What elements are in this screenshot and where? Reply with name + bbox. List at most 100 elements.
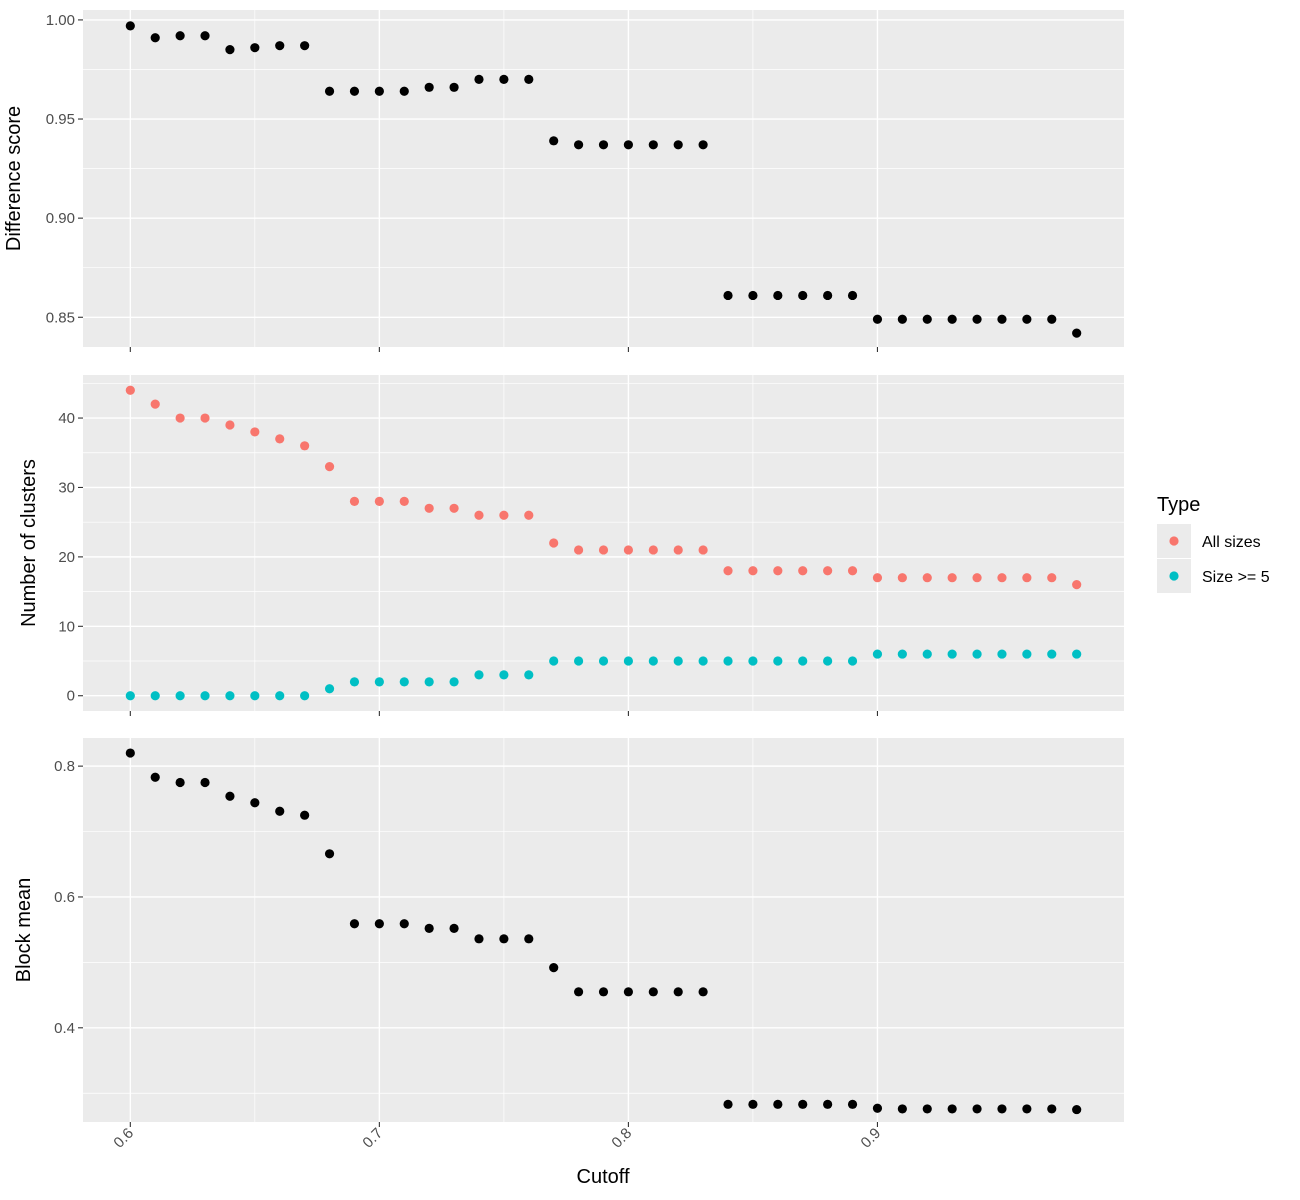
data-point xyxy=(424,677,434,687)
y-tick-label: 0.95 xyxy=(46,111,75,128)
data-point xyxy=(773,290,783,301)
data-point xyxy=(1047,573,1057,583)
data-point xyxy=(549,963,559,973)
legend-dot-all-sizes xyxy=(1169,536,1179,546)
data-point xyxy=(374,496,384,506)
data-point xyxy=(424,503,434,513)
data-point xyxy=(823,566,833,576)
data-point xyxy=(972,573,982,583)
legend-entry-all-sizes: All sizes xyxy=(1157,524,1261,558)
data-point xyxy=(947,314,957,324)
data-point xyxy=(125,691,135,701)
data-point xyxy=(449,923,459,933)
data-point xyxy=(1022,649,1032,659)
x-tick-label: 0.6 xyxy=(110,1125,137,1152)
data-point xyxy=(499,670,509,680)
data-point xyxy=(150,772,160,782)
data-point xyxy=(997,314,1007,324)
series-all-sizes xyxy=(125,385,1082,590)
series-size-5 xyxy=(125,649,1082,701)
data-point xyxy=(573,987,584,997)
data-point xyxy=(499,74,509,84)
data-point xyxy=(1072,328,1082,338)
data-point xyxy=(823,1099,833,1109)
data-point xyxy=(399,86,409,96)
panel-background xyxy=(83,738,1124,1122)
data-point xyxy=(723,656,733,666)
data-point xyxy=(449,82,459,92)
data-point xyxy=(524,934,534,944)
data-point xyxy=(748,290,758,301)
x-tick-label: 0.8 xyxy=(608,1125,635,1152)
data-point xyxy=(549,538,559,548)
data-point xyxy=(798,656,808,666)
panel-number-of-clusters: 0 10 20 30 40 Number of clusters xyxy=(18,375,1124,716)
data-point xyxy=(648,987,658,997)
data-point xyxy=(275,41,285,51)
data-point xyxy=(872,314,883,324)
data-point xyxy=(449,503,459,513)
data-point xyxy=(449,677,459,687)
data-point xyxy=(125,21,135,31)
y-tick-label: 30 xyxy=(58,479,75,496)
data-point xyxy=(200,31,210,41)
data-point xyxy=(698,987,708,997)
data-point xyxy=(250,691,260,701)
data-point xyxy=(773,566,783,576)
data-point xyxy=(823,290,833,301)
data-point xyxy=(399,496,409,506)
data-point xyxy=(1072,649,1082,659)
data-point xyxy=(499,934,509,944)
legend-label-size-5: Size >= 5 xyxy=(1202,569,1270,586)
data-point xyxy=(300,41,310,51)
data-point xyxy=(374,86,384,96)
data-point xyxy=(997,573,1007,583)
data-point xyxy=(474,510,484,520)
data-point xyxy=(1072,580,1082,590)
data-point xyxy=(897,573,907,583)
data-point xyxy=(698,545,708,555)
data-point xyxy=(424,82,434,92)
data-point xyxy=(847,1099,858,1109)
data-point xyxy=(1047,314,1057,324)
data-point xyxy=(598,656,609,666)
data-point xyxy=(673,545,683,555)
data-point xyxy=(549,656,559,666)
x-tick-label: 0.9 xyxy=(858,1125,885,1152)
y-tick-label: 20 xyxy=(58,549,75,566)
data-point xyxy=(275,691,285,701)
data-point xyxy=(349,677,360,687)
data-point xyxy=(1072,1104,1082,1115)
data-point xyxy=(150,691,160,701)
x-axis: 0.6 0.7 0.8 0.9 xyxy=(110,1125,884,1152)
data-point xyxy=(399,677,409,687)
data-point xyxy=(872,1103,883,1113)
y-tick-label: 40 xyxy=(58,410,75,427)
series-points xyxy=(125,21,1082,338)
data-point xyxy=(1022,573,1032,583)
data-point xyxy=(150,399,160,409)
y-tick-label: 10 xyxy=(58,618,75,635)
legend-title: Type xyxy=(1157,494,1200,516)
data-point xyxy=(349,919,360,929)
y-axis-title-difference-score: Difference score xyxy=(3,106,25,251)
data-point xyxy=(175,777,185,788)
x-tick-label: 0.7 xyxy=(359,1125,386,1152)
data-point xyxy=(872,649,883,659)
y-tick-label: 0.85 xyxy=(46,309,75,326)
data-point xyxy=(200,413,210,423)
data-point xyxy=(623,545,634,555)
data-point xyxy=(798,290,808,301)
y-tick-label: 0 xyxy=(67,688,75,705)
data-point xyxy=(897,314,907,324)
data-point xyxy=(947,1104,957,1114)
data-point xyxy=(324,86,335,96)
data-point xyxy=(773,1099,783,1109)
data-point xyxy=(673,656,683,666)
data-point xyxy=(573,656,584,666)
legend-dot-size-5 xyxy=(1169,571,1179,581)
data-point xyxy=(524,74,534,84)
y-tick-label: 1.00 xyxy=(46,12,75,29)
data-point xyxy=(1022,1104,1032,1114)
